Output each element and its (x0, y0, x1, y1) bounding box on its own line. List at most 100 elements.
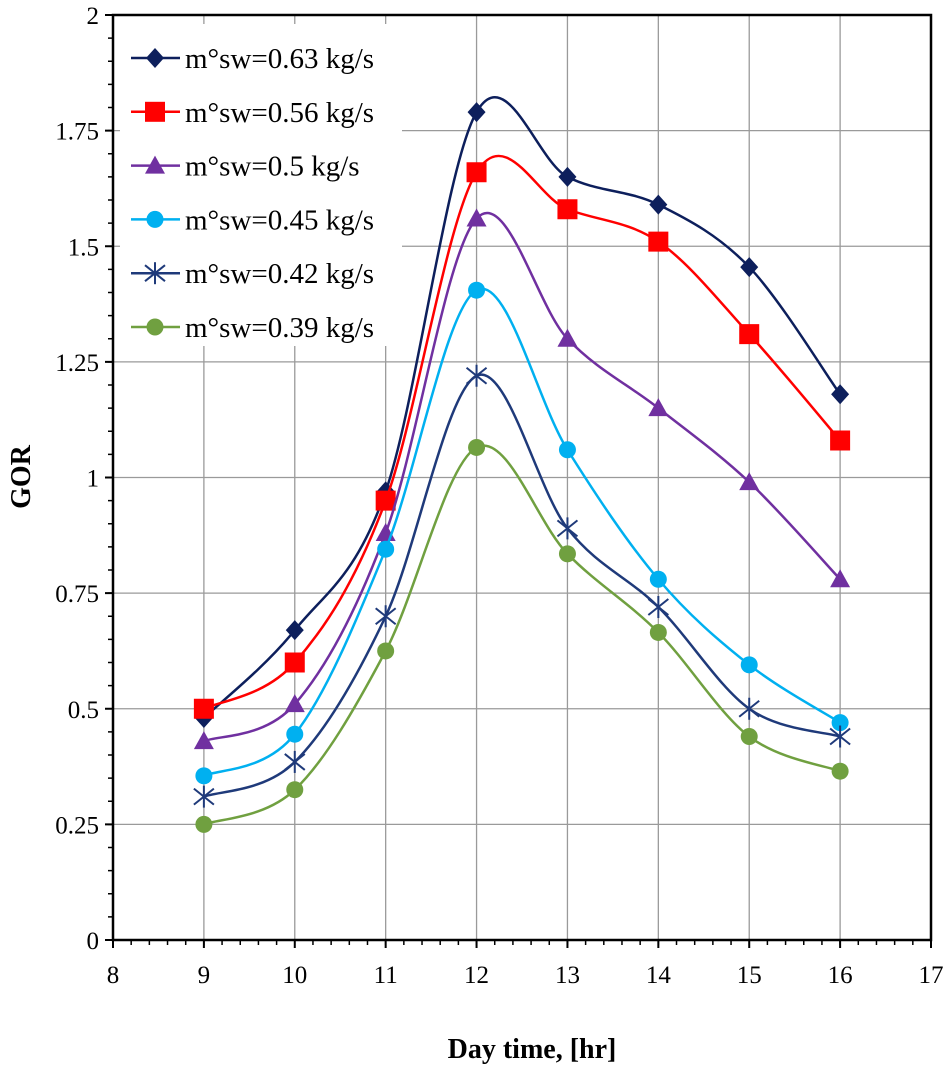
data-point (193, 698, 214, 719)
circle-marker (195, 815, 213, 833)
legend-marker (145, 155, 165, 174)
x-tick-label: 8 (107, 962, 120, 989)
x-tick-label: 12 (464, 962, 489, 989)
y-tick-label: 1.5 (68, 234, 99, 261)
square-marker (557, 199, 578, 220)
data-point (377, 540, 395, 558)
circle-marker (146, 318, 164, 336)
circle-marker (195, 767, 213, 785)
triangle-marker (557, 328, 578, 347)
data-point (468, 281, 486, 299)
circle-marker (649, 623, 667, 641)
legend: m°sw=0.63 kg/s m°sw=0.56 kg/s m°sw=0.5 kg/… (120, 24, 402, 346)
square-marker (466, 162, 487, 183)
data-point (195, 767, 213, 785)
data-point (831, 384, 850, 405)
data-point (830, 569, 851, 588)
data-point (739, 472, 760, 491)
data-point (286, 781, 304, 799)
triangle-marker (466, 208, 487, 227)
data-point (557, 328, 578, 347)
series-line-5 (203, 444, 841, 826)
axes: 8 9 10 11 12 13 14 15 16 17 0 0.25 0.5 0.75 1 1.25 1.5 1.… (55, 3, 943, 989)
data-point (556, 517, 579, 540)
data-point (740, 656, 758, 674)
asterisk-stroke (375, 607, 397, 626)
data-point (740, 728, 758, 745)
data-point (466, 162, 487, 183)
data-point (831, 714, 849, 732)
circle-marker (831, 762, 849, 780)
plot-frame (111, 13, 933, 942)
y-tick-label: 0.75 (55, 581, 99, 608)
data-point (285, 620, 304, 641)
y-tick-label: 0.25 (55, 812, 99, 839)
series-line-0 (203, 96, 842, 719)
series-group (193, 96, 851, 833)
triangle-marker (145, 155, 165, 174)
y-tick-label: 2 (87, 3, 100, 30)
data-point (375, 490, 396, 511)
square-marker (284, 652, 305, 673)
y-tick-label: 1.75 (55, 119, 99, 146)
data-point (465, 364, 488, 387)
data-point (558, 441, 576, 459)
triangle-marker (830, 569, 851, 588)
square-marker (145, 101, 165, 122)
square-marker (830, 430, 851, 451)
data-point (558, 545, 576, 563)
circle-marker (286, 781, 304, 799)
data-point (829, 725, 851, 748)
data-point (466, 208, 487, 227)
square-marker (648, 231, 669, 252)
legend-background (120, 24, 402, 346)
series-line-2 (203, 211, 842, 743)
data-point (284, 652, 305, 673)
triangle-marker (284, 694, 305, 713)
triangle-marker (193, 731, 214, 750)
data-point (649, 194, 668, 215)
circle-marker (649, 570, 667, 588)
data-point (193, 785, 215, 808)
data-point (195, 815, 213, 833)
y-axis-label: GOR (6, 444, 37, 509)
legend-label: m°sw=0.56 kg/s (185, 97, 374, 129)
diamond-marker (740, 257, 759, 278)
data-point (193, 731, 214, 750)
asterisk-stroke (284, 753, 306, 771)
series-line-4 (203, 373, 841, 798)
circle-marker (377, 540, 395, 558)
x-tick-label: 9 (198, 962, 211, 989)
x-tick-label: 16 (828, 962, 853, 989)
asterisk-stroke (556, 519, 579, 538)
y-tick-label: 1.25 (55, 350, 99, 377)
circle-marker (468, 281, 486, 299)
data-point (377, 642, 395, 660)
data-point (647, 596, 669, 618)
square-marker (739, 324, 760, 345)
x-tick-label: 11 (374, 962, 398, 989)
data-point (739, 324, 760, 345)
triangle-marker (648, 398, 669, 417)
circle-marker (286, 725, 304, 743)
data-point (648, 398, 669, 417)
asterisk-stroke (465, 366, 488, 385)
data-point (558, 166, 577, 187)
legend-marker (146, 48, 164, 68)
legend-marker (144, 262, 166, 285)
asterisk-stroke (193, 787, 215, 806)
legend-label: m°sw=0.42 kg/s (185, 258, 374, 290)
x-tick-label: 10 (282, 962, 307, 989)
data-point (740, 257, 759, 278)
data-point (557, 199, 578, 220)
diamond-marker (146, 48, 164, 68)
legend-marker (146, 210, 164, 228)
circle-marker (377, 642, 395, 660)
asterisk-stroke (829, 727, 851, 746)
circle-marker (740, 728, 758, 745)
data-point (649, 623, 667, 641)
data-point (648, 231, 669, 252)
legend-label: m°sw=0.5 kg/s (185, 151, 360, 183)
circle-marker (146, 210, 164, 228)
